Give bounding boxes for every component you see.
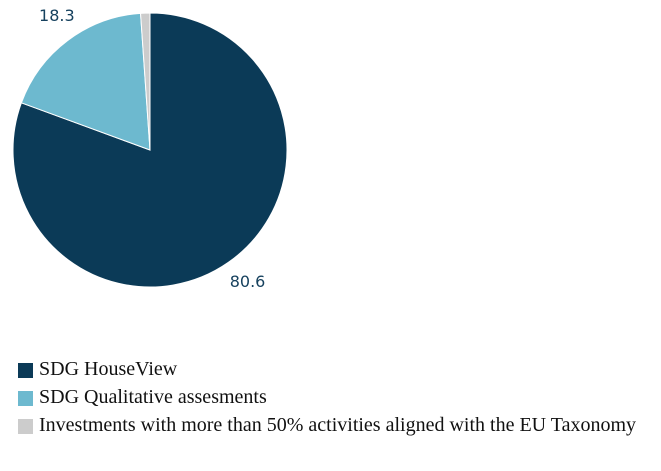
- pie-chart: 80.618.31.1: [12, 6, 288, 291]
- legend-item-eu-taxonomy: Investments with more than 50% activitie…: [18, 412, 658, 438]
- legend-swatch: [18, 419, 33, 434]
- legend-swatch: [18, 363, 33, 378]
- legend-item-sdg-houseview: SDG HouseView: [18, 356, 658, 382]
- legend-swatch: [18, 391, 33, 406]
- pie-data-labels: 80.618.31.1: [39, 6, 266, 291]
- pie-slice-eu-taxonomy: [140, 12, 151, 151]
- legend-item-sdg-qualitative: SDG Qualitative assesments: [18, 384, 658, 410]
- legend-label: SDG Qualitative assesments: [39, 386, 267, 408]
- legend-label: Investments with more than 50% activitie…: [39, 414, 637, 436]
- pie-slices: [12, 12, 288, 288]
- legend-label: SDG HouseView: [39, 358, 178, 380]
- pie-slice-sdg-qualitative: [20, 12, 151, 151]
- chart-legend: SDG HouseView SDG Qualitative assesments…: [18, 356, 658, 440]
- data-label-sdg-qualitative: 18.3: [39, 6, 75, 25]
- pie-slice-sdg-houseview: [12, 12, 288, 288]
- data-label-sdg-houseview: 80.6: [230, 272, 266, 291]
